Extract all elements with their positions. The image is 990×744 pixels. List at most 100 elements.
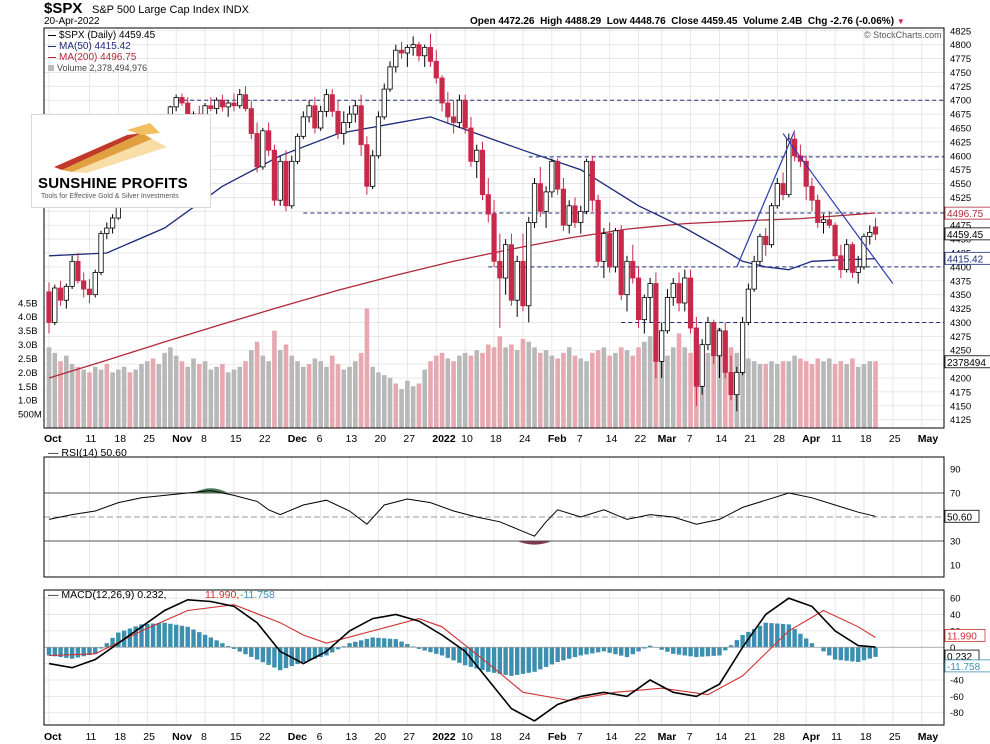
stockcharts-credit: © StockCharts.com xyxy=(864,30,942,40)
candle-body xyxy=(676,283,682,304)
macd-histogram-bar xyxy=(503,647,508,675)
macd-histogram-bar xyxy=(93,647,98,654)
candle-body xyxy=(537,183,543,212)
candle-body xyxy=(566,205,572,226)
x-tick-label-price: 15 xyxy=(230,433,242,445)
volume-bar xyxy=(266,361,271,428)
volume-tick-label: 2.0B xyxy=(18,368,38,379)
candle-body xyxy=(641,297,647,321)
volume-bar xyxy=(798,358,803,428)
macd-histogram-bar xyxy=(370,637,375,648)
x-tick-label-price: 20 xyxy=(374,433,386,445)
macd-histogram-bar xyxy=(780,623,786,648)
candle-body xyxy=(214,99,220,109)
macd-histogram-bar xyxy=(567,647,572,659)
volume-bar xyxy=(399,389,404,428)
candle-body xyxy=(670,283,676,298)
candle-body xyxy=(346,113,353,123)
volume-bar xyxy=(578,358,584,428)
volume-bar xyxy=(451,361,456,428)
candle-body xyxy=(219,99,225,108)
volume-bar xyxy=(503,347,508,428)
macd-histogram-bar xyxy=(312,647,318,659)
volume-bar xyxy=(422,369,427,428)
sunshine-profits-logo: SUNSHINE PROFITS Tools for Effective Gol… xyxy=(31,114,211,208)
volume-bar xyxy=(381,375,387,428)
macd-histogram-bar xyxy=(509,647,514,676)
macd-signal-title: 11.990, xyxy=(205,589,239,601)
volume-tick-label: 500M xyxy=(18,410,42,421)
volume-bar xyxy=(329,355,335,428)
volume-bar xyxy=(711,336,716,428)
ma200-value-label: 4496.75 xyxy=(947,209,984,220)
macd-histogram-bar xyxy=(462,647,468,666)
candle-body xyxy=(774,183,780,207)
macd-histogram-bar xyxy=(364,638,370,648)
candle-body xyxy=(57,287,64,301)
x-tick-label-bottom: 2022 xyxy=(432,731,456,743)
candle-body xyxy=(479,149,486,196)
candle-body xyxy=(520,260,526,307)
macd-histogram-bar xyxy=(249,647,254,657)
macd-histogram-bar xyxy=(116,632,121,648)
volume-bar xyxy=(549,355,555,428)
volume-bar xyxy=(104,364,110,428)
legend-price-text: $SPX (Daily) 4459.45 xyxy=(59,30,156,41)
macd-histogram-bar xyxy=(861,647,867,661)
chg-label: Chg xyxy=(807,16,828,27)
low-label: Low xyxy=(606,16,627,27)
x-tick-label-price: Mar xyxy=(658,433,677,445)
x-tick-label-price: 11 xyxy=(85,433,96,445)
candle-body xyxy=(497,260,503,279)
volume-bar xyxy=(624,350,630,428)
candle-body xyxy=(861,235,867,268)
price-tick-label: 4625 xyxy=(950,137,971,148)
macd-histogram-bar xyxy=(173,624,179,648)
volume-bar xyxy=(370,366,375,428)
volume-bar xyxy=(636,347,641,428)
macd-histogram-bar xyxy=(694,647,699,658)
x-tick-label-price: 7 xyxy=(577,433,583,445)
macd-histogram-bar xyxy=(104,643,109,648)
volume-bar xyxy=(150,358,156,428)
macd-histogram-bar xyxy=(220,643,225,648)
volume-bar xyxy=(295,361,300,428)
macd-histogram-bar xyxy=(561,647,566,661)
x-tick-label-bottom: 22 xyxy=(259,731,271,743)
volume-bar xyxy=(98,369,104,428)
x-tick-label-bottom: 11 xyxy=(831,731,842,743)
macd-histogram-bar xyxy=(827,647,832,656)
x-tick-label-price: Dec xyxy=(288,433,307,445)
candle-body xyxy=(797,155,804,162)
candle-body xyxy=(387,66,393,90)
volume-bar xyxy=(572,355,578,428)
legend-ma200: MA(200) 4496.75 xyxy=(48,52,155,63)
rsi-oversold-fill xyxy=(517,541,552,545)
volume-bar xyxy=(838,361,844,428)
macd-histogram-bar xyxy=(798,633,803,648)
volume-bar xyxy=(763,364,769,428)
volume-bar xyxy=(58,361,63,428)
candle-body xyxy=(271,149,278,201)
volume-bar xyxy=(162,352,167,428)
macd-histogram-bar xyxy=(168,623,173,648)
macd-histogram-bar xyxy=(590,647,595,654)
x-tick-label-bottom: Oct xyxy=(44,731,62,743)
candle-body xyxy=(595,199,601,262)
candle-body xyxy=(69,260,75,287)
price-tick-label: 4150 xyxy=(950,401,971,412)
candle-body xyxy=(786,138,792,196)
price-tick-label: 4650 xyxy=(950,124,971,135)
high-value: 4488.29 xyxy=(565,16,602,27)
macd-histogram-bar xyxy=(497,647,503,674)
macd-histogram-bar xyxy=(624,647,630,658)
x-tick-label-bottom: 20 xyxy=(374,731,386,743)
macd-histogram-bar xyxy=(717,647,722,656)
macd-histogram-bar xyxy=(520,647,526,674)
x-tick-label-price: 21 xyxy=(744,433,756,445)
candle-body xyxy=(456,99,462,123)
volume-bar xyxy=(815,358,821,428)
macd-histogram-bar xyxy=(856,647,861,662)
volume-bar xyxy=(561,352,566,428)
volume-bar xyxy=(185,366,191,428)
